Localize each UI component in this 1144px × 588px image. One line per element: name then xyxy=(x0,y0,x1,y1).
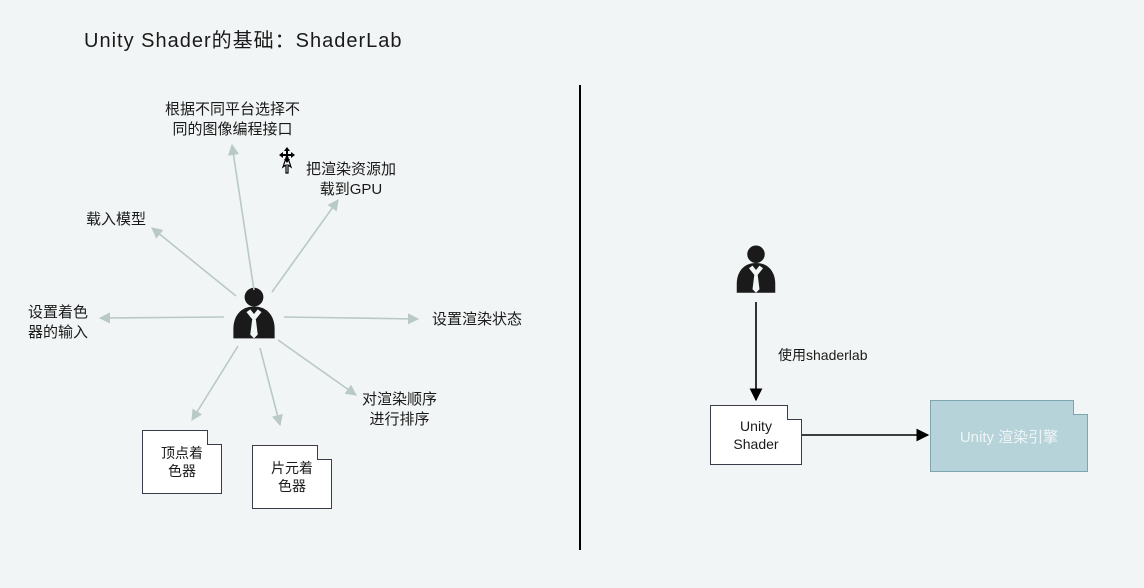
label-state: 设置渲染状态 xyxy=(432,310,522,330)
label-api: 根据不同平台选择不 同的图像编程接口 xyxy=(165,100,300,139)
doc-fragment-label: 片元着 色器 xyxy=(271,459,313,495)
label-use-shaderlab: 使用shaderlab xyxy=(778,345,868,365)
doc-vertex-label: 顶点着 色器 xyxy=(161,444,203,480)
move-cursor-icon xyxy=(279,147,295,173)
label-model: 载入模型 xyxy=(86,210,146,230)
doc-fragment-shader: 片元着 色器 xyxy=(252,445,332,509)
diagram-svg xyxy=(0,0,1144,588)
spoke-doc-vertex xyxy=(192,346,238,420)
box-unity-shader-label: Unity Shader xyxy=(733,417,778,453)
spoke-api xyxy=(232,145,254,290)
spoke-doc-fragment xyxy=(260,348,280,425)
doc-vertex-shader: 顶点着 色器 xyxy=(142,430,222,494)
box-unity-engine: Unity 渲染引擎 xyxy=(930,400,1088,472)
person-icon-left xyxy=(233,288,274,339)
spoke-input xyxy=(100,317,224,318)
box-unity-shader: Unity Shader xyxy=(710,405,802,465)
box-unity-engine-label: Unity 渲染引擎 xyxy=(960,426,1058,447)
label-input: 设置着色 器的输入 xyxy=(28,303,88,342)
spoke-gpu xyxy=(272,200,338,292)
spoke-model xyxy=(152,228,236,296)
label-order: 对渲染顺序 进行排序 xyxy=(362,390,437,429)
person-icon-right xyxy=(737,246,776,293)
spoke-order xyxy=(278,340,356,395)
spoke-state xyxy=(284,317,418,319)
label-gpu: 把渲染资源加 载到GPU xyxy=(306,160,396,199)
